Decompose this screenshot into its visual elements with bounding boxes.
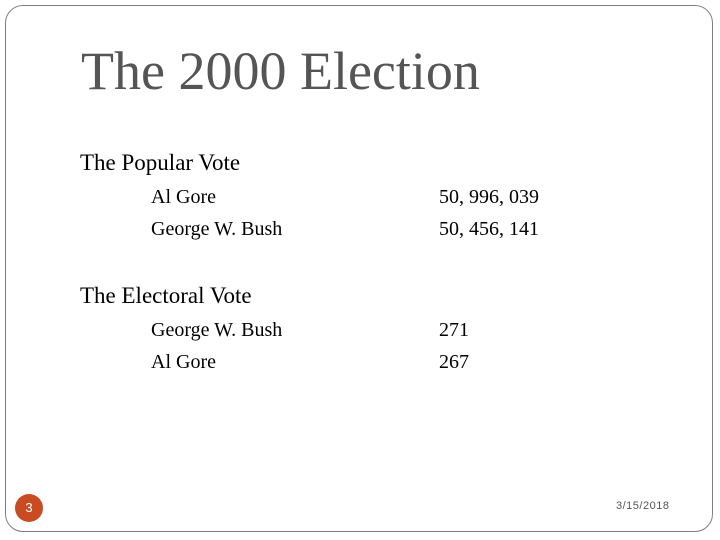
popular-candidate-2: George W. Bush (151, 218, 283, 240)
electoral-vote-heading: The Electoral Vote (80, 283, 252, 308)
popular-vote-heading: The Popular Vote (80, 150, 241, 175)
electoral-candidate-1: George W. Bush (151, 319, 283, 341)
electoral-votes-1: 271 (439, 319, 469, 341)
popular-votes-2: 50, 456, 141 (439, 218, 539, 240)
slide-date: 3/15/2018 (616, 500, 670, 512)
electoral-candidate-2: Al Gore (151, 351, 216, 373)
slide-frame (5, 5, 713, 532)
popular-candidate-1: Al Gore (151, 186, 216, 208)
slide-number-badge: 3 (15, 494, 43, 522)
electoral-votes-2: 267 (439, 351, 469, 373)
slide-title: The 2000 Election (81, 41, 480, 101)
popular-votes-1: 50, 996, 039 (439, 186, 539, 208)
